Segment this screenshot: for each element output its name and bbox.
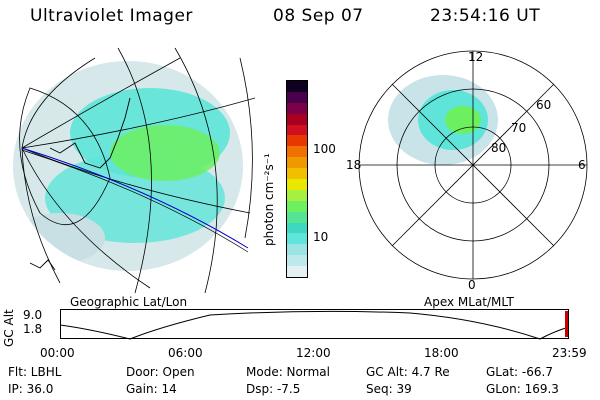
- colorbar-segment: [287, 200, 307, 212]
- colorbar-segment: [287, 102, 307, 114]
- lat-label-70: 70: [511, 121, 527, 135]
- gain-readout: Gain: 14: [126, 382, 177, 396]
- timeline-ylabel: GC Alt: [2, 309, 16, 347]
- colorbar-segment: [287, 146, 307, 158]
- altitude-timeline: [60, 309, 570, 340]
- seq-readout: Seq: 39: [366, 382, 412, 396]
- lat-lon-grid: [19, 47, 256, 294]
- glat-readout: GLat: -66.7: [486, 365, 553, 379]
- colorbar-segment: [287, 244, 307, 256]
- lat-label-60: 60: [536, 98, 552, 112]
- colorbar-segment: [287, 135, 307, 147]
- mlt-label-18: 18: [346, 158, 362, 172]
- door-readout: Door: Open: [126, 365, 195, 379]
- colorbar-segment: [287, 255, 307, 267]
- polar-plot: [358, 50, 588, 280]
- colorbar: [286, 80, 308, 278]
- timeline-xtick-0000: 00:00: [40, 346, 75, 360]
- apex-caption: Apex MLat/MLT: [424, 295, 514, 309]
- app-title: Ultraviolet Imager: [30, 6, 193, 26]
- timeline-ytick-9: 9.0: [23, 308, 43, 322]
- colorbar-segment: [287, 157, 307, 169]
- colorbar-unit-label: photon cm⁻²s⁻¹: [262, 153, 276, 246]
- lat-label-80: 80: [491, 141, 507, 155]
- altitude-curve: [60, 310, 570, 340]
- colorbar-segment: [287, 91, 307, 103]
- colorbar-segment: [287, 168, 307, 179]
- dsp-readout: Dsp: -7.5: [246, 382, 301, 396]
- mlt-label-12: 12: [468, 50, 484, 64]
- gc-alt-readout: GC Alt: 4.7 Re: [366, 365, 450, 379]
- colorbar-tick-100: 100: [313, 142, 336, 156]
- coastline: [49, 97, 131, 169]
- timeline-xtick-0600: 06:00: [168, 346, 203, 360]
- timeline-xtick-1800: 18:00: [424, 346, 459, 360]
- colorbar-segment: [287, 80, 307, 92]
- colorbar-segment: [287, 233, 307, 245]
- timeline-ytick-1.8: 1.8: [23, 322, 43, 336]
- mlt-label-0: 0: [468, 278, 476, 292]
- filter-readout: Flt: LBHL: [8, 365, 62, 379]
- mode-readout: Mode: Normal: [246, 365, 330, 379]
- timeline-xtick-2359: 23:59: [552, 346, 587, 360]
- colorbar-segment: [287, 211, 307, 223]
- geographic-caption: Geographic Lat/Lon: [70, 295, 188, 309]
- date-readout: 08 Sep 07: [273, 6, 364, 26]
- colorbar-segment: [287, 189, 307, 201]
- current-time-marker: [565, 311, 568, 337]
- colorbar-segment: [287, 222, 307, 234]
- timeline-xtick-1200: 12:00: [296, 346, 331, 360]
- colorbar-segment: [287, 113, 307, 125]
- ip-readout: IP: 36.0: [8, 382, 54, 396]
- mlt-label-6: 6: [578, 158, 586, 172]
- time-readout: 23:54:16 UT: [430, 6, 541, 26]
- colorbar-segment: [287, 124, 307, 136]
- colorbar-segment: [287, 178, 307, 190]
- orbit-track: [21, 147, 249, 249]
- geographic-map: [13, 47, 256, 294]
- glon-readout: GLon: 169.3: [486, 382, 559, 396]
- colorbar-segment: [287, 266, 307, 277]
- colorbar-tick-10: 10: [313, 230, 329, 244]
